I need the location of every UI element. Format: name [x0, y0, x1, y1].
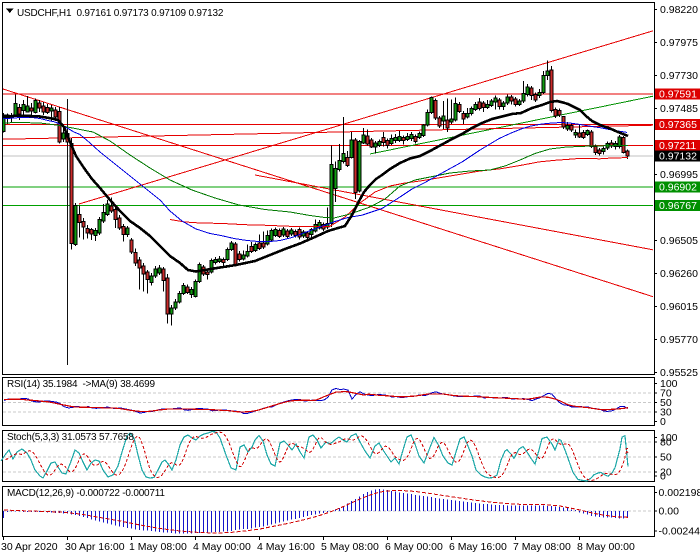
svg-text:0.002198: 0.002198 — [659, 487, 700, 499]
svg-text:50: 50 — [660, 397, 672, 409]
svg-text:USDCHF,H1 0.97161 0.97173 0.9: USDCHF,H1 0.97161 0.97173 0.97109 0.9713… — [17, 8, 224, 19]
svg-text:0.96015: 0.96015 — [660, 301, 698, 313]
svg-text:6 May 16:00: 6 May 16:00 — [449, 541, 507, 553]
svg-text:30: 30 — [660, 407, 672, 419]
svg-text:100: 100 — [660, 432, 678, 444]
svg-text:1 May 08:00: 1 May 08:00 — [129, 541, 187, 553]
svg-text:0.95525: 0.95525 — [660, 367, 698, 379]
svg-text:100: 100 — [660, 378, 678, 390]
svg-text:0: 0 — [660, 416, 666, 428]
svg-text:6 May 00:00: 6 May 00:00 — [385, 541, 443, 553]
svg-text:0.97211: 0.97211 — [659, 140, 696, 152]
svg-text:30 Apr 2020: 30 Apr 2020 — [1, 541, 58, 553]
svg-text:0: 0 — [660, 471, 666, 483]
svg-text:0.97365: 0.97365 — [659, 119, 697, 131]
svg-text:0.96902: 0.96902 — [659, 182, 697, 194]
svg-text:7 May 08:00: 7 May 08:00 — [513, 541, 571, 553]
svg-text:4 May 00:00: 4 May 00:00 — [193, 541, 251, 553]
svg-text:0.96767: 0.96767 — [659, 200, 697, 212]
svg-text:50: 50 — [660, 452, 672, 464]
svg-text:0.96505: 0.96505 — [660, 235, 698, 247]
svg-text:0.97485: 0.97485 — [660, 103, 698, 115]
svg-text:30 Apr 16:00: 30 Apr 16:00 — [65, 541, 125, 553]
svg-text:Stoch(5,3,3) 31.0573 57.7658: Stoch(5,3,3) 31.0573 57.7658 — [7, 432, 134, 443]
svg-text:0.00: 0.00 — [659, 506, 680, 518]
svg-text:8 May 00:00: 8 May 00:00 — [577, 541, 635, 553]
svg-text:0.97730: 0.97730 — [660, 70, 698, 82]
svg-text:MACD(12,26,9) -0.000722 -0.000: MACD(12,26,9) -0.000722 -0.000711 — [7, 488, 165, 499]
svg-text:0.97132: 0.97132 — [659, 151, 697, 163]
svg-text:RSI(14) 35.1984 ->MA(9) 38.46: RSI(14) 35.1984 ->MA(9) 38.4699 — [7, 379, 155, 390]
svg-text:0.96260: 0.96260 — [660, 268, 698, 280]
svg-text:0.97975: 0.97975 — [660, 37, 698, 49]
svg-text:0.95770: 0.95770 — [660, 334, 698, 346]
svg-text:-0.002449: -0.002449 — [659, 526, 700, 538]
svg-text:4 May 16:00: 4 May 16:00 — [257, 541, 315, 553]
svg-text:20: 20 — [660, 467, 672, 479]
svg-text:0.97591: 0.97591 — [659, 89, 697, 101]
svg-text:0.98220: 0.98220 — [660, 4, 698, 16]
svg-text:0.96995: 0.96995 — [660, 169, 698, 181]
svg-text:80: 80 — [660, 437, 672, 449]
svg-text:5 May 08:00: 5 May 08:00 — [321, 541, 379, 553]
svg-text:70: 70 — [660, 388, 672, 400]
